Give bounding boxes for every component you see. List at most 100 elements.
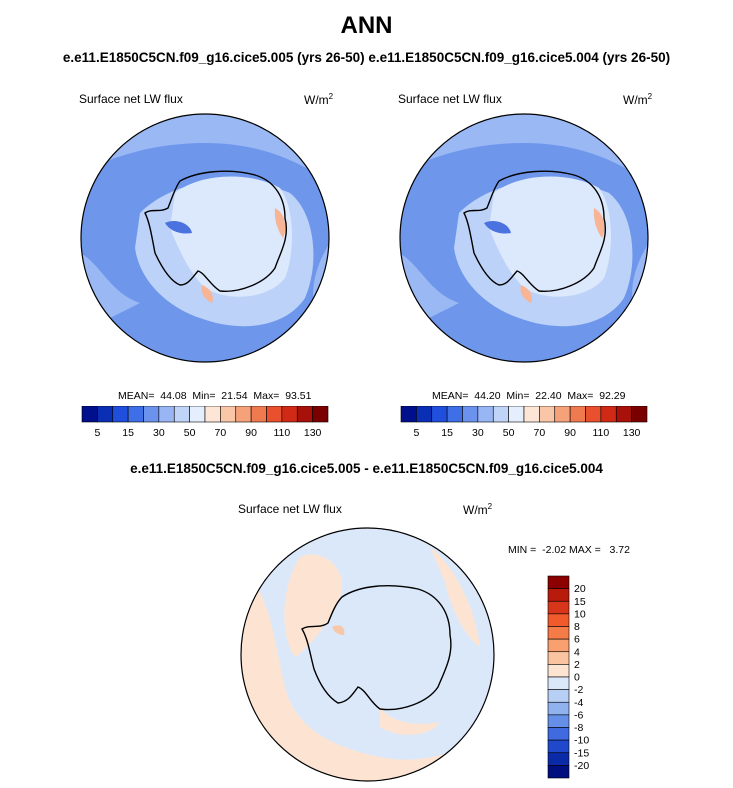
right-panel-stats: MEAN= 44.20 Min= 22.40 Max= 92.29 — [432, 390, 626, 402]
colorbar-swatch — [312, 406, 329, 423]
colorbar-tick-label: 30 — [472, 427, 484, 439]
colorbar-swatch — [615, 406, 632, 423]
colorbar-tick-label: 30 — [153, 427, 165, 439]
colorbar-swatch — [400, 406, 417, 423]
colorbar-tick-label: -10 — [574, 735, 589, 747]
continent-field — [340, 584, 447, 705]
colorbar-swatch — [97, 406, 114, 423]
colorbar-swatch — [204, 406, 221, 423]
colorbar-swatch — [547, 651, 570, 665]
colorbar-tick-label: 110 — [274, 427, 291, 439]
colorbar-tick-label: 110 — [593, 427, 610, 439]
diff-panel-label: Surface net LW flux — [238, 502, 342, 516]
warm-patch — [201, 285, 213, 303]
right-polar-map — [399, 113, 649, 363]
colorbar-swatch — [547, 613, 570, 627]
difference-title: e.e11.E1850C5CN.f09_g16.cice5.005 - e.e1… — [130, 461, 603, 476]
colorbar-tick-label: 130 — [623, 427, 641, 439]
left-panel-label: Surface net LW flux — [79, 92, 183, 106]
colorbar-swatch — [547, 626, 570, 640]
map-border — [240, 527, 495, 782]
colorbar-swatch — [547, 689, 570, 703]
colorbar-tick-label: 50 — [503, 427, 515, 439]
continent-field — [170, 176, 292, 297]
colorbar-tick-label: 50 — [184, 427, 196, 439]
colorbar-swatch — [547, 638, 570, 653]
colorbar-tick-label: -4 — [574, 697, 583, 709]
colorbar-swatch — [547, 739, 570, 754]
colorbar-swatch — [547, 575, 570, 589]
figure-subtitle: e.e11.E1850C5CN.f09_g16.cice5.005 (yrs 2… — [62, 50, 671, 65]
colorbar-swatch — [158, 406, 175, 423]
map-border — [399, 113, 649, 363]
colorbar-tick-label: -15 — [574, 747, 589, 759]
colorbar-swatch — [446, 406, 463, 423]
colorbar-tick-label: 15 — [122, 427, 134, 439]
colorbar-swatch — [127, 406, 144, 423]
colorbar-tick-label: 4 — [574, 646, 580, 658]
colorbar-tick-label: 6 — [574, 634, 580, 646]
warm-patch — [332, 625, 345, 635]
colorbar-swatch — [81, 406, 98, 423]
colorbar-swatch — [569, 406, 586, 423]
warm-patch — [520, 285, 532, 303]
positive-anomaly-region — [284, 554, 342, 657]
colorbar-swatch — [492, 406, 509, 423]
cold-patch — [165, 221, 192, 234]
warm-patch — [274, 208, 286, 238]
coastline — [301, 585, 452, 711]
diff-panel-units: W/m2 — [463, 502, 493, 517]
colorbar-swatch — [508, 406, 525, 423]
colorbar-tick-label: -6 — [574, 709, 583, 721]
map-border — [80, 113, 330, 363]
colorbar-swatch — [547, 714, 570, 728]
coastline — [463, 170, 606, 292]
colorbar-tick-label: 5 — [413, 427, 419, 439]
colorbar-tick-label: 90 — [564, 427, 576, 439]
colorbar-swatch — [554, 406, 571, 423]
colorbar-swatch — [477, 406, 494, 423]
positive-anomaly-region — [430, 547, 480, 647]
colorbar-tick-label: 70 — [534, 427, 546, 439]
left-colorbar: 5 15 30 50 70 90 110 130 — [81, 406, 329, 439]
left-panel-units: W/m2 — [304, 92, 334, 107]
colorbar-swatch — [547, 664, 570, 678]
warm-patch — [593, 208, 605, 238]
right-colorbar: 5 15 30 50 70 90 110 130 — [400, 406, 648, 439]
positive-anomaly-region — [241, 567, 494, 781]
colorbar-swatch — [547, 676, 570, 690]
right-panel-units: W/m2 — [623, 92, 653, 107]
colorbar-swatch — [462, 406, 479, 423]
colorbar-swatch — [431, 406, 448, 423]
continent-field — [489, 176, 611, 297]
colorbar-tick-label: 130 — [304, 427, 322, 439]
colorbar-tick-label: 2 — [574, 659, 580, 671]
colorbar-swatch — [600, 406, 617, 423]
colorbar-tick-label: 20 — [574, 583, 586, 595]
colorbar-tick-label: -20 — [574, 760, 589, 772]
colorbar-swatch — [112, 406, 129, 423]
colorbar-swatch — [547, 765, 570, 779]
positive-anomaly-region — [380, 707, 440, 735]
coastline — [144, 170, 287, 292]
colorbar-swatch — [281, 406, 298, 423]
colorbar-swatch — [173, 406, 190, 423]
colorbar-swatch — [220, 406, 237, 423]
colorbar-tick-label: 70 — [215, 427, 227, 439]
diff-panel-stats: MIN = -2.02 MAX = 3.72 — [508, 544, 630, 556]
colorbar-swatch — [631, 406, 648, 423]
colorbar-swatch — [250, 406, 267, 423]
colorbar-swatch — [547, 701, 570, 716]
colorbar-swatch — [547, 588, 570, 602]
colorbar-swatch — [585, 406, 602, 423]
colorbar-tick-label: 15 — [441, 427, 453, 439]
right-panel-label: Surface net LW flux — [398, 92, 502, 106]
colorbar-tick-label: 8 — [574, 621, 580, 633]
colorbar-swatch — [416, 406, 433, 423]
colorbar-swatch — [547, 752, 570, 766]
colorbar-swatch — [296, 406, 313, 423]
colorbar-tick-label: 15 — [574, 596, 586, 608]
colorbar-swatch — [266, 406, 283, 423]
colorbar-tick-label: -8 — [574, 722, 583, 734]
